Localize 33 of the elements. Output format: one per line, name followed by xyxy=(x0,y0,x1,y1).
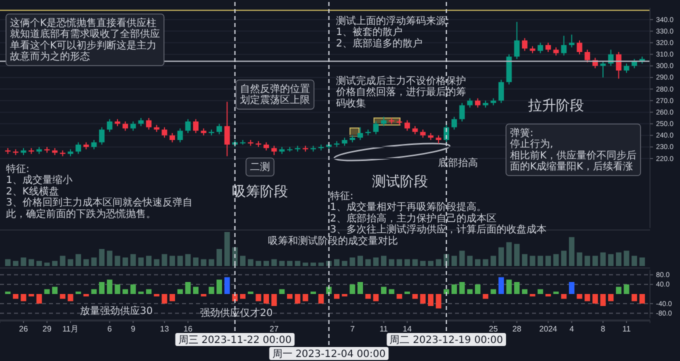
x-tick-label: 13 xyxy=(160,324,170,334)
x-tick-label: 9 xyxy=(130,324,136,334)
x-tick-label: 11 xyxy=(380,324,388,334)
annotation: 特征: 1、成交量相对于再吸筹阶段提高。 2、底部抬高，主力保护自己的成本区 3、多次往上测试浮动供应，计算后面的收盘成本 xyxy=(330,190,546,236)
x-tick-label: 11月 xyxy=(62,324,79,334)
x-tick-label: 7 xyxy=(350,324,356,334)
x-tick-label: 8 xyxy=(600,324,606,334)
annotation: 放量强劲供应30 xyxy=(80,305,153,317)
annotation: 二测 xyxy=(250,161,270,173)
annotation: 底部抬高 xyxy=(438,157,478,169)
x-tick-label: 26 xyxy=(19,324,28,334)
x-tick-label: 29 xyxy=(42,324,52,334)
x-tick-label: 4 xyxy=(569,324,574,334)
annotation: 自然反弹的位置划定震荡区上限 xyxy=(240,83,310,106)
annotation: 这俩个K是恐慌抛售直接看供应柱就知道底部有需求吸收了全部供应单看这个K可以初步判断这是主力故意而为之的形态 xyxy=(10,17,160,63)
x-tick-label: 28 xyxy=(512,324,522,334)
ref-line-label: 周二 2023-12-19 00:00 xyxy=(390,335,504,346)
annotation: 弹簧: 停止行为, 相比前K，供应量价不同步后面的K成缩量阳K，后续看涨 xyxy=(510,127,637,173)
x-tick-label: 25 xyxy=(488,324,498,334)
annotation: 吸筹阶段 xyxy=(232,184,288,200)
x-tick-label: 2024 xyxy=(539,324,558,334)
annotation: 测试阶段 xyxy=(372,174,428,190)
annotation: 特征: 1、成交量缩小 2、K线横盘 3、价格回到主力成本区间就会快速反弹自此，确定前面的下跌为恐慌抛售。 xyxy=(6,163,192,220)
ref-line-label: 周三 2023-11-22 00:00 xyxy=(178,335,292,346)
annotation: 拉升阶段 xyxy=(528,98,584,114)
x-tick-label: 27 xyxy=(270,324,280,334)
x-tick-label: 6 xyxy=(107,324,112,334)
ref-line-label: 周一 2023-12-04 00:00 xyxy=(272,349,386,360)
x-tick-label: 14 xyxy=(402,324,412,334)
x-tick-label: 11 xyxy=(622,324,632,334)
annotation: 测试上面的浮动筹码来源: 1、被套的散户 2、底部追多的散户 xyxy=(336,15,450,50)
x-tick-label: 16 xyxy=(184,324,193,334)
annotation: 测试完成后主力不设价格保护价格自然回落，进行最后的筹码收集 xyxy=(335,75,466,110)
